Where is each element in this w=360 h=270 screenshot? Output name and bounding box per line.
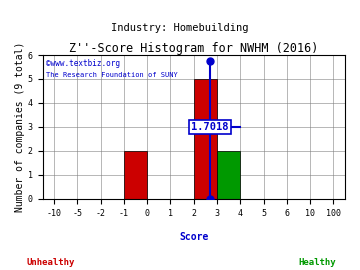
- X-axis label: Score: Score: [179, 231, 208, 241]
- Text: ©www.textbiz.org: ©www.textbiz.org: [45, 59, 120, 68]
- Text: The Research Foundation of SUNY: The Research Foundation of SUNY: [45, 72, 177, 78]
- Text: Unhealthy: Unhealthy: [26, 258, 75, 267]
- Title: Z''-Score Histogram for NWHM (2016): Z''-Score Histogram for NWHM (2016): [69, 42, 319, 55]
- Bar: [124, 151, 147, 199]
- Bar: [194, 79, 217, 199]
- Text: 1.7018: 1.7018: [191, 122, 229, 132]
- Text: Industry: Homebuilding: Industry: Homebuilding: [111, 23, 249, 33]
- Bar: [217, 151, 240, 199]
- Text: Healthy: Healthy: [298, 258, 336, 267]
- Y-axis label: Number of companies (9 total): Number of companies (9 total): [15, 42, 25, 212]
